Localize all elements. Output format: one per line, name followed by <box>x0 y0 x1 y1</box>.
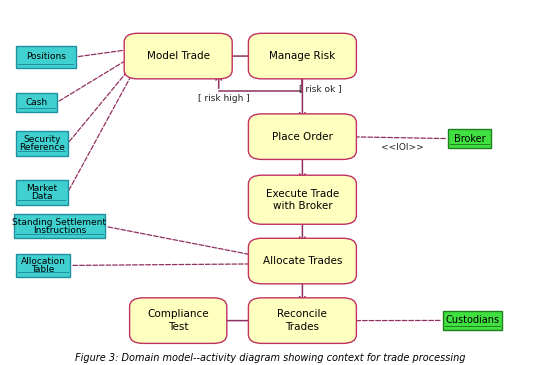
Text: Place Order: Place Order <box>272 132 333 142</box>
FancyBboxPatch shape <box>130 298 227 343</box>
Text: Compliance
Test: Compliance Test <box>147 310 209 332</box>
FancyBboxPatch shape <box>14 215 105 238</box>
FancyBboxPatch shape <box>248 238 356 284</box>
FancyBboxPatch shape <box>124 33 232 79</box>
FancyBboxPatch shape <box>16 131 68 156</box>
FancyBboxPatch shape <box>248 114 356 160</box>
Text: Figure 3: Domain model--activity diagram showing context for trade processing: Figure 3: Domain model--activity diagram… <box>75 353 465 363</box>
Text: Positions: Positions <box>26 53 66 61</box>
Text: [ risk high ]: [ risk high ] <box>198 93 250 103</box>
FancyBboxPatch shape <box>16 254 70 277</box>
Text: Allocation: Allocation <box>21 257 66 266</box>
Text: Cash: Cash <box>25 98 48 107</box>
FancyBboxPatch shape <box>16 180 68 205</box>
FancyBboxPatch shape <box>248 175 356 224</box>
Text: Table: Table <box>31 265 55 274</box>
Text: Instructions: Instructions <box>33 226 86 235</box>
FancyBboxPatch shape <box>16 93 57 112</box>
Text: Reconcile
Trades: Reconcile Trades <box>278 310 327 332</box>
Text: Model Trade: Model Trade <box>147 51 210 61</box>
Text: Security: Security <box>23 135 60 144</box>
FancyBboxPatch shape <box>443 311 502 330</box>
Text: <<IOI>>: <<IOI>> <box>381 143 424 152</box>
Text: Execute Trade
with Broker: Execute Trade with Broker <box>266 189 339 211</box>
Text: Custodians: Custodians <box>446 315 500 326</box>
Text: Standing Settlement: Standing Settlement <box>12 218 106 227</box>
FancyBboxPatch shape <box>448 129 491 148</box>
Text: Data: Data <box>31 192 52 201</box>
FancyBboxPatch shape <box>248 298 356 343</box>
FancyBboxPatch shape <box>248 33 356 79</box>
Text: Market: Market <box>26 184 57 193</box>
Text: Reference: Reference <box>19 143 65 152</box>
Text: [ risk ok ]: [ risk ok ] <box>299 84 341 93</box>
Text: Manage Risk: Manage Risk <box>269 51 335 61</box>
Text: Broker: Broker <box>454 134 485 143</box>
FancyBboxPatch shape <box>16 46 76 68</box>
Text: Allocate Trades: Allocate Trades <box>263 256 342 266</box>
